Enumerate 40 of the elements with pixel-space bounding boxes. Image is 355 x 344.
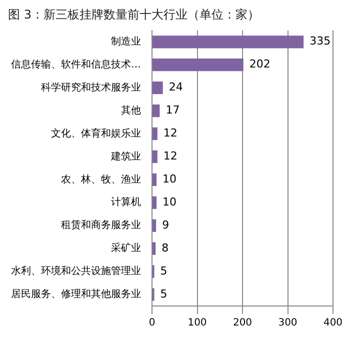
- y-tick-label: 租赁和商务服务业: [61, 219, 141, 232]
- data-label: 10: [162, 172, 177, 186]
- y-tick-label: 水利、环境和公共设施管理业: [11, 265, 141, 278]
- data-label: 202: [249, 58, 270, 71]
- y-tick-label: 信息传输、软件和信息技术…: [11, 58, 141, 70]
- data-label: 12: [163, 150, 178, 163]
- x-tick-label: 300: [278, 318, 298, 329]
- bar: [152, 242, 156, 255]
- data-label: 9: [162, 218, 170, 232]
- bar: [152, 219, 156, 232]
- data-label: 5: [160, 264, 168, 278]
- y-tick-label: 其他: [121, 104, 141, 116]
- y-tick-label: 农、林、牧、渔业: [61, 173, 141, 186]
- data-label: 17: [166, 104, 180, 117]
- bar: [152, 104, 160, 118]
- y-tick-label: 制造业: [111, 35, 141, 48]
- x-tick-label: 0: [148, 318, 156, 329]
- data-label: 8: [162, 241, 169, 254]
- y-tick-label: 采矿业: [111, 242, 141, 254]
- bar: [152, 36, 304, 48]
- data-label: 24: [168, 80, 183, 94]
- y-tick-label: 建筑业: [110, 150, 141, 162]
- bar: [152, 82, 163, 94]
- data-label: 335: [310, 34, 331, 48]
- bar: [152, 150, 158, 164]
- y-tick-label: 计算机: [111, 196, 141, 208]
- y-tick-label: 居民服务、修理和其他服务业: [11, 288, 141, 300]
- bar: [152, 173, 157, 186]
- data-label: 5: [160, 287, 168, 300]
- x-tick-label: 100: [188, 318, 207, 329]
- data-label: 12: [163, 126, 178, 140]
- x-tick-label: 200: [232, 318, 252, 329]
- chart-title: 图 3：新三板挂牌数量前十大行业（单位：家）: [8, 7, 260, 22]
- bar: [152, 58, 244, 72]
- x-tick-label: 400: [323, 318, 343, 329]
- y-tick-label: 文化、体育和娱乐业: [51, 127, 141, 140]
- data-label: 10: [162, 196, 177, 209]
- bar: [152, 196, 157, 209]
- bar: [152, 127, 158, 140]
- y-tick-label: 科学研究和技术服务业: [41, 81, 141, 94]
